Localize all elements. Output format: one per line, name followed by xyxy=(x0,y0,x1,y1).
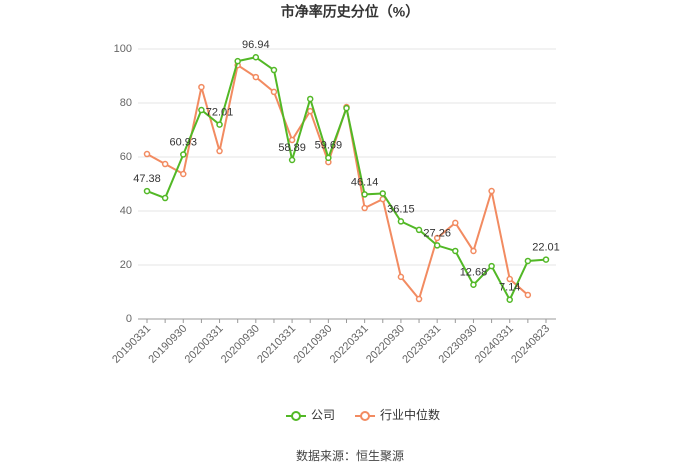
data-label: 58.89 xyxy=(278,142,306,154)
legend-label: 公司 xyxy=(311,408,335,422)
x-tick-label: 20240331 xyxy=(473,323,516,366)
x-tick-label: 20230930 xyxy=(437,323,480,366)
point xyxy=(397,218,405,225)
y-tick-label: 40 xyxy=(120,205,132,217)
legend-marker xyxy=(360,411,371,421)
source: 数据来源：恒生聚源 xyxy=(296,448,404,463)
point xyxy=(234,57,241,65)
point xyxy=(433,234,441,242)
point xyxy=(270,66,278,74)
point xyxy=(161,160,169,168)
legend-marker xyxy=(291,411,301,421)
point xyxy=(198,106,205,114)
point xyxy=(452,247,459,255)
x-tick-label: 20220331 xyxy=(328,323,371,366)
point xyxy=(470,281,477,289)
point xyxy=(361,191,368,198)
x-tick-label: 20240823 xyxy=(509,323,552,366)
point xyxy=(306,95,314,103)
data-label: 60.93 xyxy=(170,136,198,148)
chart-title: 市净率历史分位（%） xyxy=(281,4,419,20)
x-tick-label: 20190930 xyxy=(146,323,189,366)
x-tick-label: 20220930 xyxy=(364,323,407,366)
x-tick-label: 20190331 xyxy=(110,323,153,366)
x-tick-label: 20200331 xyxy=(183,323,226,366)
point xyxy=(488,262,495,270)
point xyxy=(288,156,296,164)
point xyxy=(252,54,260,61)
point xyxy=(288,136,296,144)
x-tick-label: 20210331 xyxy=(255,323,298,366)
point xyxy=(524,291,532,299)
point xyxy=(161,194,169,202)
data-label: 36.15 xyxy=(387,203,415,215)
point xyxy=(180,170,187,178)
data-label: 47.38 xyxy=(133,173,161,185)
y-tick-label: 20 xyxy=(120,259,132,271)
series-line xyxy=(146,63,529,302)
x-tick-label: 20210930 xyxy=(291,323,334,366)
point xyxy=(470,247,477,255)
y-tick-label: 60 xyxy=(120,151,132,163)
legend-label: 行业中位数 xyxy=(380,407,440,422)
y-tick-label: 0 xyxy=(126,313,132,325)
data-label: 46.14 xyxy=(351,176,379,188)
point xyxy=(379,190,387,197)
point xyxy=(415,226,423,234)
data-label: 22.01 xyxy=(532,241,560,253)
point xyxy=(506,275,513,283)
point xyxy=(143,187,151,195)
x-tick-label: 20230331 xyxy=(400,323,443,366)
point xyxy=(506,296,513,303)
point xyxy=(306,107,314,115)
point xyxy=(216,147,223,155)
point xyxy=(270,88,278,96)
y-tick-label: 80 xyxy=(120,97,132,109)
point xyxy=(180,151,187,158)
point xyxy=(252,73,260,81)
y-tick-label: 100 xyxy=(114,43,132,55)
data-label: 27.26 xyxy=(423,227,451,239)
data-label: 59.69 xyxy=(315,140,343,152)
series-line xyxy=(146,56,547,302)
point xyxy=(397,273,405,281)
data-label: 96.94 xyxy=(242,39,270,51)
point xyxy=(433,242,441,249)
point xyxy=(415,295,423,303)
point xyxy=(198,83,205,91)
point xyxy=(542,256,550,263)
point xyxy=(524,257,532,265)
data-label: 7.14 xyxy=(499,282,520,294)
data-label: 12.68 xyxy=(460,267,488,279)
data-label: 72.01 xyxy=(206,106,234,118)
point xyxy=(488,187,495,195)
x-tick-label: 20200930 xyxy=(219,323,262,366)
point xyxy=(343,104,350,112)
point xyxy=(325,154,332,162)
point xyxy=(452,219,459,227)
point xyxy=(216,121,223,128)
point xyxy=(143,150,151,158)
point xyxy=(361,204,368,212)
